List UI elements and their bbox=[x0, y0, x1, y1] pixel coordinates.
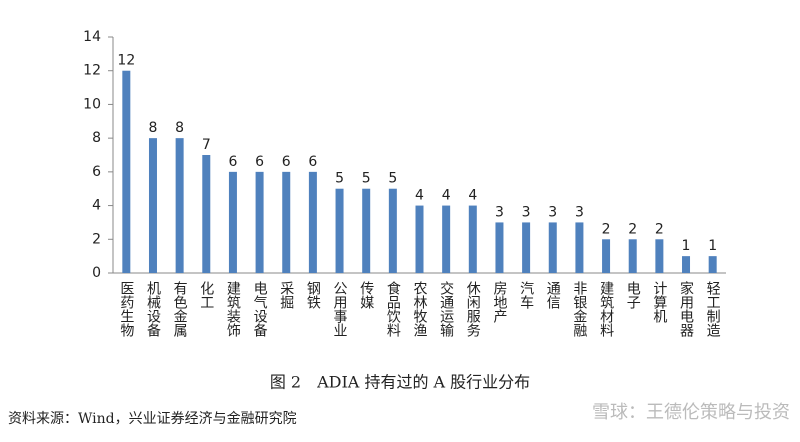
bar bbox=[255, 171, 264, 273]
bar bbox=[175, 138, 184, 273]
data-label: 6 bbox=[308, 154, 317, 170]
bar bbox=[388, 188, 397, 273]
x-tick-label: 建筑装饰 bbox=[225, 281, 241, 337]
x-tick-label: 钢铁 bbox=[305, 281, 321, 309]
data-label: 3 bbox=[495, 204, 504, 220]
bar bbox=[708, 256, 717, 273]
bar bbox=[122, 70, 131, 273]
bar bbox=[628, 239, 637, 273]
data-label: 1 bbox=[682, 238, 691, 254]
data-label: 8 bbox=[149, 120, 158, 136]
bar bbox=[335, 188, 344, 273]
y-tick-label: 14 bbox=[83, 29, 101, 45]
x-tick-label: 传媒 bbox=[358, 281, 374, 309]
data-label: 4 bbox=[442, 188, 451, 204]
y-tick-label: 4 bbox=[92, 198, 101, 214]
y-tick-label: 2 bbox=[92, 231, 101, 247]
data-label: 4 bbox=[415, 188, 424, 204]
x-tick-label: 非银金融 bbox=[571, 281, 587, 337]
watermark: 雪球：王德伦策略与投资 bbox=[592, 402, 790, 423]
bar bbox=[548, 222, 557, 273]
x-tick-label: 计算机 bbox=[651, 281, 667, 324]
bar bbox=[522, 222, 531, 273]
data-label: 5 bbox=[362, 171, 371, 187]
data-label: 3 bbox=[548, 204, 557, 220]
x-tick-label: 通信 bbox=[545, 281, 561, 309]
bar bbox=[442, 205, 451, 273]
x-tick-label: 休闲服务 bbox=[465, 281, 481, 337]
data-label: 1 bbox=[708, 238, 717, 254]
data-label: 6 bbox=[282, 154, 291, 170]
bar bbox=[495, 222, 504, 273]
x-tick-label: 有色金属 bbox=[172, 281, 188, 337]
y-tick-label: 10 bbox=[83, 96, 101, 112]
source: 资料来源：Wind，兴业证券经济与金融研究院 bbox=[8, 411, 297, 427]
x-tick-label: 汽车 bbox=[518, 281, 534, 309]
bar bbox=[202, 155, 211, 273]
y-tick-label: 0 bbox=[92, 265, 101, 281]
bar bbox=[362, 188, 371, 273]
data-label: 2 bbox=[602, 221, 611, 237]
y-tick-label: 6 bbox=[92, 164, 101, 180]
data-label: 3 bbox=[575, 204, 584, 220]
data-label: 6 bbox=[228, 154, 237, 170]
x-tick-label: 化工 bbox=[198, 281, 214, 309]
data-label: 12 bbox=[117, 53, 135, 69]
x-tick-label: 农林牧渔 bbox=[412, 281, 428, 337]
bar bbox=[575, 222, 584, 273]
bar bbox=[148, 138, 157, 273]
x-tick-label: 建筑材料 bbox=[598, 281, 614, 337]
x-tick-label: 电气设备 bbox=[252, 281, 268, 337]
bar bbox=[682, 256, 691, 273]
bar bbox=[602, 239, 611, 273]
bar bbox=[308, 171, 317, 273]
x-tick-label: 轻工制造 bbox=[705, 281, 721, 338]
data-label: 5 bbox=[388, 171, 397, 187]
x-tick-label: 房地产 bbox=[491, 281, 507, 324]
data-label: 3 bbox=[522, 204, 531, 220]
data-label: 4 bbox=[468, 188, 477, 204]
bar bbox=[468, 205, 477, 273]
data-label: 2 bbox=[655, 221, 664, 237]
x-tick-label: 食品饮料 bbox=[385, 280, 401, 337]
data-label: 5 bbox=[335, 171, 344, 187]
x-tick-label: 家用电器 bbox=[678, 280, 694, 337]
bar bbox=[282, 171, 291, 273]
data-label: 8 bbox=[175, 120, 184, 136]
data-label: 6 bbox=[255, 154, 264, 170]
data-label: 7 bbox=[202, 137, 211, 153]
data-label: 2 bbox=[628, 221, 637, 237]
x-tick-label: 机械设备 bbox=[145, 281, 161, 337]
x-tick-label: 公用事业 bbox=[332, 281, 348, 337]
y-tick-label: 12 bbox=[83, 63, 101, 79]
x-tick-label: 采掘 bbox=[278, 281, 294, 309]
bar bbox=[415, 205, 424, 273]
bar bbox=[228, 171, 237, 273]
x-tick-label: 电子 bbox=[625, 281, 641, 309]
x-tick-label: 交通运输 bbox=[438, 280, 454, 337]
x-tick-label: 医药生物 bbox=[118, 281, 134, 338]
y-tick-label: 8 bbox=[92, 130, 101, 146]
bar bbox=[655, 239, 664, 273]
caption: 图 2 ADIA 持有过的 A 股行业分布 bbox=[270, 373, 530, 392]
